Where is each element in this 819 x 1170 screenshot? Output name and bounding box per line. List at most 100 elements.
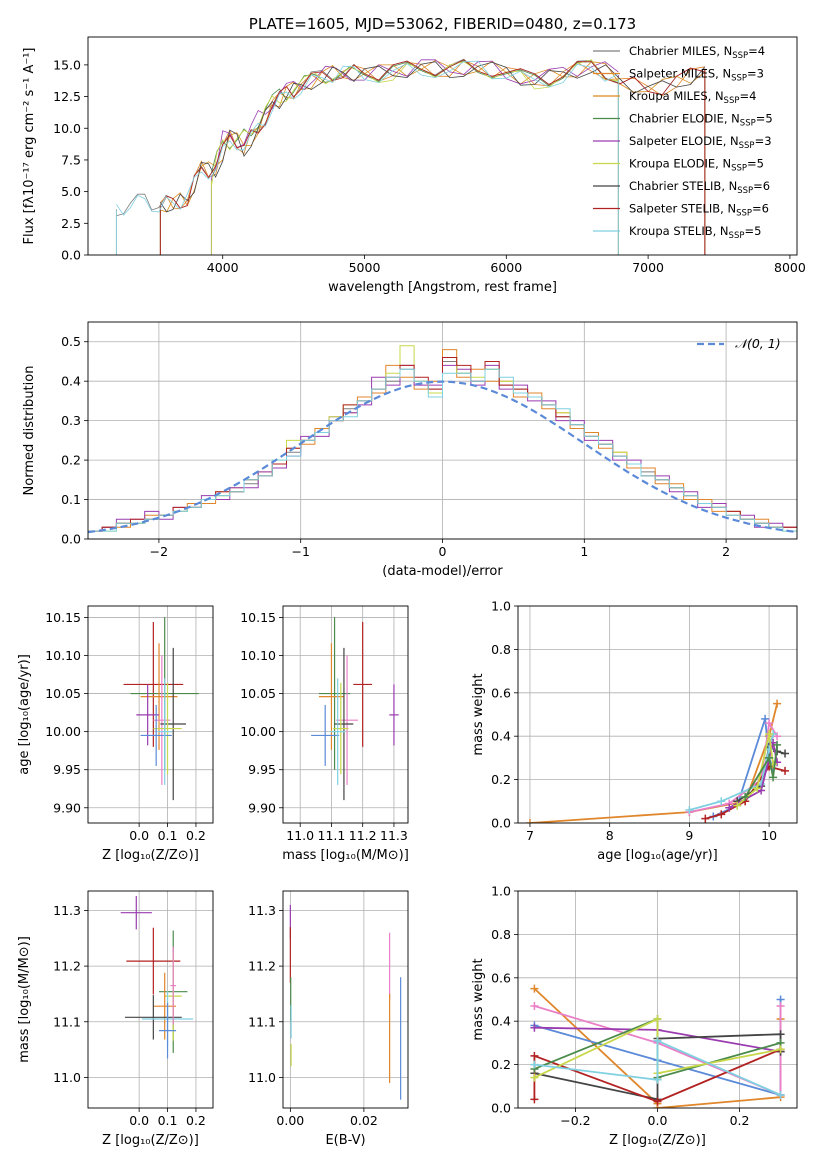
y-axis-label: age [log₁₀(age/yr)] [17,654,32,775]
y-tick-label: 11.2 [248,959,276,974]
weight-marker [769,773,778,782]
y-tick-label: 10.05 [45,686,81,701]
weight-marker [776,1030,785,1039]
spectrum-line [211,59,619,178]
y-tick-label: 0.4 [61,374,81,389]
weight-marker [773,699,782,708]
y-tick-label: 12.5 [53,89,81,104]
weight-marker [733,801,742,810]
weight-marker [776,1045,785,1054]
weight-marker [653,1036,662,1045]
legend-entry: Kroupa MILES, NSSP=4 [629,89,756,106]
y-tick-label: 0.8 [491,927,511,942]
x-tick-label: 9 [685,828,693,843]
y-tick-label: 11.0 [53,1070,81,1085]
normal-curve [88,380,797,534]
weight-marker [530,1023,539,1032]
weight-marker [781,749,790,758]
weight-marker [717,797,726,806]
y-axis-label: mass weight [471,958,486,1040]
legend-entry: Kroupa STELIB, NSSP=5 [629,224,761,241]
weight-marker [685,805,694,814]
weight-marker [717,810,726,819]
y-tick-label: 10.05 [240,686,276,701]
x-tick-label: 0.2 [186,828,206,843]
y-tick-label: 2.5 [61,216,81,231]
y-tick-label: 0.6 [491,685,511,700]
y-tick-label: 9.90 [53,800,81,815]
legend-entry: Chabrier MILES, NSSP=4 [629,44,765,61]
y-tick-label: 0.0 [491,1101,511,1116]
weight-marker [781,766,790,775]
legend-entry: Kroupa ELODIE, NSSP=5 [629,157,764,174]
x-tick-label: 11.2 [349,828,377,843]
x-tick-label: 4000 [207,260,239,275]
weight-marker [753,784,762,793]
y-tick-label: 11.1 [248,1014,276,1029]
y-tick-label: 10.10 [45,648,81,663]
y-tick-label: 10.0 [53,121,81,136]
y-axis-label: Normed distribution [22,366,37,496]
y-tick-label: 1.0 [491,599,511,614]
y-tick-label: 11.3 [53,903,81,918]
x-tick-label: 1 [580,544,588,559]
x-tick-label: 5000 [349,260,381,275]
weight-marker [653,1075,662,1084]
y-tick-label: 15.0 [53,57,81,72]
weight-marker [530,984,539,993]
y-tick-label: 11.3 [248,903,276,918]
x-tick-label: 0.0 [129,828,149,843]
x-tick-label: −0.2 [560,1113,590,1128]
y-tick-label: 11.2 [53,959,81,974]
axes-frame [87,890,214,1109]
weight-marker [653,1015,662,1024]
x-tick-label: 7000 [632,260,664,275]
x-axis-label: wavelength [Angstrom, rest frame] [328,280,557,295]
legend-entry: 𝒩(0, 1) [735,336,781,351]
weight-marker [653,1097,662,1106]
x-tick-label: −1 [291,544,309,559]
x-tick-label: 0.2 [186,1113,206,1128]
y-tick-label: 9.90 [248,800,276,815]
axes-frame [87,36,798,256]
y-tick-label: 0.5 [61,334,81,349]
y-tick-label: 7.5 [61,152,81,167]
x-tick-label: 0.0 [648,1113,668,1128]
axes-frame [87,605,214,824]
spectrum-line [160,59,706,213]
y-tick-label: 0.4 [491,729,511,744]
y-tick-label: 10.10 [240,648,276,663]
legend-entry: Chabrier ELODIE, NSSP=5 [629,112,773,129]
weight-marker [530,1002,539,1011]
panel-age-vs-mass: 11.0 11.1 11.2 11.3 9.90 9.95 10.00 10.05 10.10 1… [240,605,409,863]
x-axis-label: mass [log₁₀(M/M⊙)] [282,848,409,863]
x-axis-label: E(B-V) [325,1133,365,1148]
x-tick-label: 6000 [490,260,522,275]
y-axis-label: Flux [fλ10⁻¹⁷ erg cm⁻² s⁻¹ A⁻¹] [22,48,37,245]
y-tick-label: 0.0 [491,816,511,831]
weight-marker [530,1095,539,1104]
panel-spectrum: 4000 5000 6000 7000 8000 0.0 2.5 5.0 7.5 10.0 12.5… [22,15,806,295]
x-tick-label: 11.0 [286,828,314,843]
legend-entry: Salpeter MILES, NSSP=3 [629,67,764,84]
x-tick-label: 0.00 [276,1113,304,1128]
weight-marker [530,1051,539,1060]
panel-mass-vs-EBV: 0.00 0.02 11.0 11.1 11.2 11.3 E(B-V) [248,890,409,1148]
axes-frame [517,890,798,1109]
legend-entry: Salpeter ELODIE, NSSP=3 [629,134,772,151]
y-tick-label: 11.0 [248,1070,276,1085]
weight-marker [765,719,774,728]
weight-marker [776,1002,785,1011]
y-tick-label: 11.1 [53,1014,81,1029]
x-tick-label: 11.3 [380,828,408,843]
x-axis-label: Z [log₁₀(Z/Z⊙)] [102,848,199,863]
x-tick-label: 2 [722,544,730,559]
x-tick-label: 0.0 [129,1113,149,1128]
weight-marker [530,1073,539,1082]
x-tick-label: 0.2 [730,1113,750,1128]
weight-marker [761,714,770,723]
y-tick-label: 10.15 [240,610,276,625]
x-tick-label: 8000 [774,260,806,275]
y-tick-label: 0.2 [61,453,81,468]
y-tick-label: 0.0 [61,532,81,547]
